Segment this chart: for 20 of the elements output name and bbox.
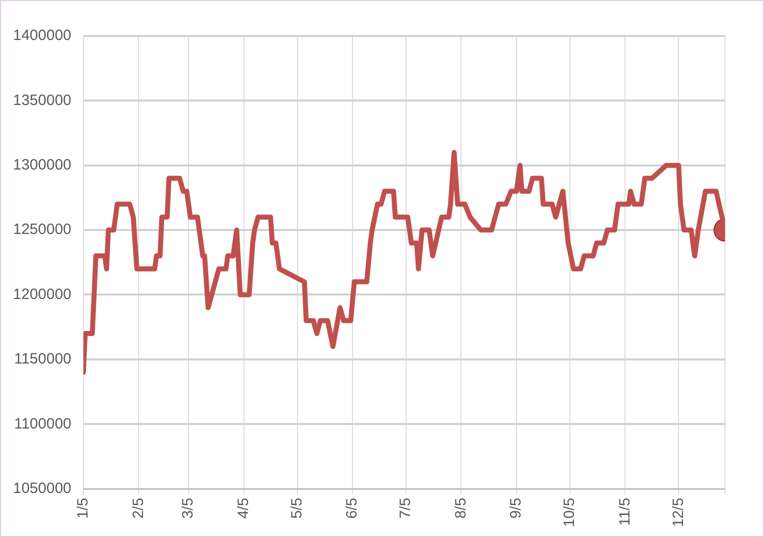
x-tick-label: 1/5 — [74, 498, 92, 519]
x-tick-label: 9/5 — [508, 498, 525, 519]
y-tick-label: 1050000 — [12, 480, 72, 497]
x-tick-label: 10/5 — [561, 498, 578, 528]
y-tick-label: 1200000 — [12, 286, 72, 303]
y-tick-label: 1300000 — [12, 156, 72, 174]
y-tick-label: 1400000 — [12, 27, 72, 44]
x-tick-label: 11/5 — [616, 498, 634, 526]
x-tick-label: 5/5 — [288, 498, 306, 519]
y-tick-label: 1150000 — [14, 350, 72, 368]
y-tick-label: 1100000 — [14, 415, 72, 432]
x-tick-label: 6/5 — [344, 498, 361, 519]
x-tick-label: 2/5 — [130, 498, 147, 519]
x-tick-label: 8/5 — [452, 498, 470, 519]
x-tick-label: 7/5 — [397, 498, 414, 519]
x-tick-label: 4/5 — [234, 498, 252, 519]
y-tick-label: 1350000 — [12, 92, 72, 109]
x-tick-label: 3/5 — [180, 498, 197, 519]
y-tick-label: 1250000 — [12, 221, 72, 238]
x-tick-label: 12/5 — [670, 498, 687, 528]
